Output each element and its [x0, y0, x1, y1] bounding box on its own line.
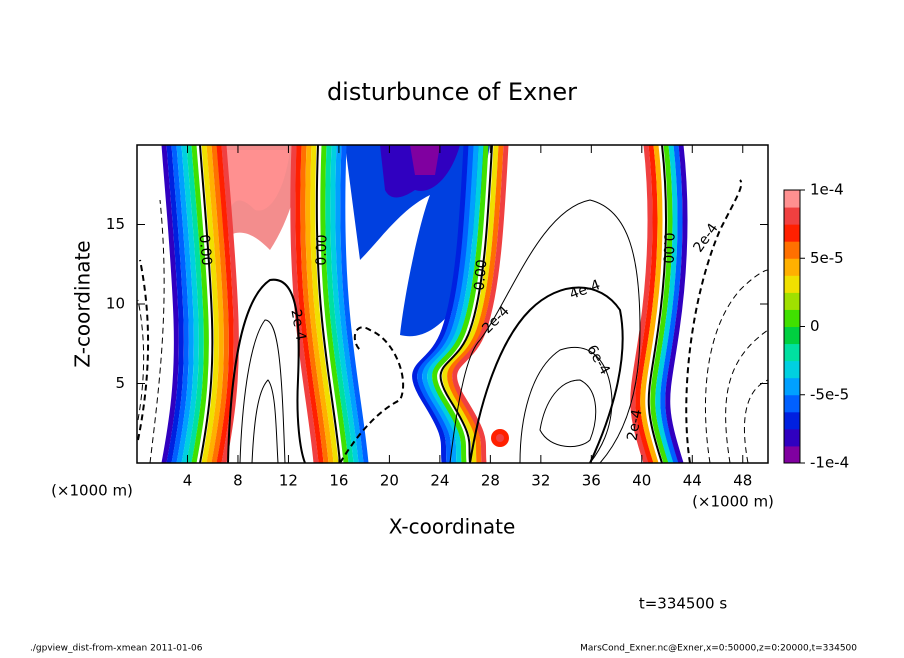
footer-right: MarsCond_Exner.nc@Exner,x=0:50000,z=0:20… [580, 644, 857, 654]
contour-label: 0.00 [472, 259, 491, 291]
colorbar-segment [784, 275, 800, 293]
time-label: t=334500 s [639, 595, 727, 613]
chart-title: disturbunce of Exner [327, 78, 577, 106]
colorbar-segment [784, 241, 800, 259]
colorbar-segment [784, 428, 800, 447]
contour-label: 2e-4 [287, 308, 308, 342]
contour-label: 4e-4 [567, 277, 602, 303]
y-axis-label: Z-coordinate [71, 240, 95, 367]
x-tick-label: 16 [329, 472, 348, 490]
colorbar-tick-label: 1e-4 [810, 181, 844, 199]
contour-label: 6e-4 [583, 342, 613, 377]
band [164, 145, 236, 463]
colorbar-segment [784, 394, 800, 413]
x-tick-label: 36 [582, 472, 601, 490]
x-tick-label: 4 [183, 472, 193, 490]
x-tick-label: 40 [632, 472, 651, 490]
colorbar-tick-label: 5e-5 [810, 249, 844, 267]
x-tick-label: 24 [430, 472, 449, 490]
y-tick-label: 10 [106, 295, 125, 313]
x-tick-label: 28 [481, 472, 500, 490]
colorbar-segment [784, 360, 800, 379]
colorbar-segment [784, 292, 800, 310]
colorbar-segment [784, 411, 800, 430]
colorbar-segment [784, 326, 800, 345]
colorbar-tick-label: 0 [810, 317, 820, 335]
contour-label: 0.00 [196, 234, 215, 266]
colorbar-segment [784, 343, 800, 362]
x-unit-label: (×1000 m) [51, 482, 133, 500]
contour-label: 2e-4 [624, 408, 645, 442]
x-axis-label: X-coordinate [389, 515, 516, 539]
colorbar-segment [784, 445, 800, 464]
colorbar-segment [784, 190, 800, 208]
x-tick-label: 44 [683, 472, 702, 490]
contour-label: 2e-4 [690, 220, 721, 255]
y-tick-label: 5 [115, 374, 125, 392]
x-tick-label: 48 [733, 472, 752, 490]
contour-label: 0.00 [659, 232, 676, 264]
colorbar-segment [784, 207, 800, 225]
colorbar-segment [784, 224, 800, 242]
contour-lines [137, 179, 768, 463]
x-tick-label: 32 [531, 472, 550, 490]
contour-label: 0.00 [313, 234, 330, 266]
x-tick-label: 20 [380, 472, 399, 490]
colorbar-segment [784, 377, 800, 396]
x-unit-label: (×1000 m) [692, 493, 774, 511]
footer-left: ./gpview_dist-from-xmean 2011-01-06 [30, 644, 203, 654]
y-tick-label: 15 [106, 215, 125, 233]
x-tick-label: 8 [233, 472, 243, 490]
colorbar-segment [784, 309, 800, 327]
colorbar-tick-label: -1e-4 [810, 454, 849, 472]
colorbar-tick-label: -5e-5 [810, 385, 849, 403]
x-tick-label: 12 [279, 472, 298, 490]
field [137, 145, 768, 463]
colorbar-segment [784, 258, 800, 276]
